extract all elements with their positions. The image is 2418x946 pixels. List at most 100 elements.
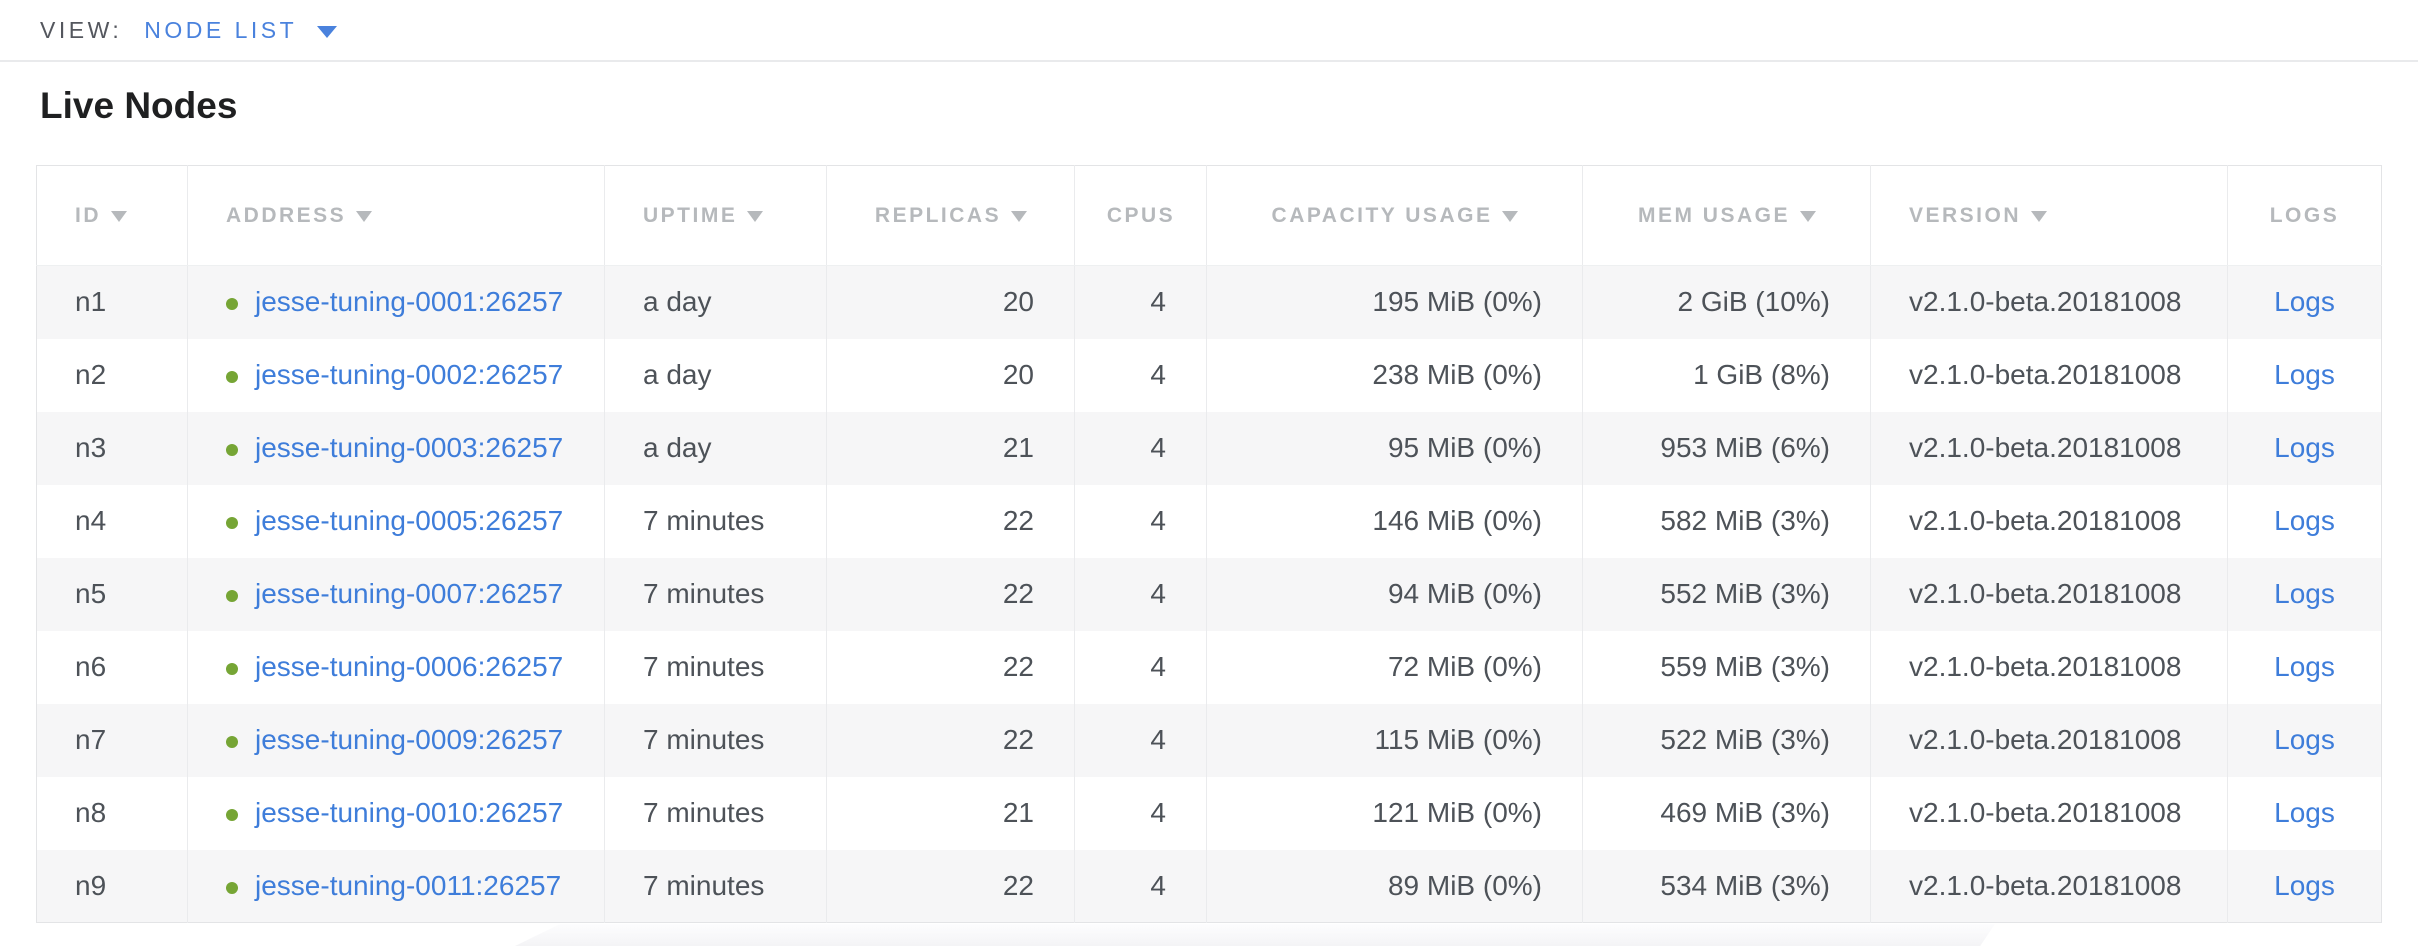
cell-logs: Logs [2227, 849, 2382, 923]
cell-mem: 953 MiB (6%) [1582, 411, 1871, 485]
node-address-link[interactable]: jesse-tuning-0001:26257 [255, 286, 564, 318]
node-address-link[interactable]: jesse-tuning-0007:26257 [255, 578, 564, 609]
logs-link[interactable]: Logs [2274, 869, 2335, 901]
cell-cpus: 4 [1074, 484, 1207, 558]
node-address-link[interactable]: jesse-tuning-0009:26257 [255, 724, 564, 755]
cell-address: jesse-tuning-0006:26257 [187, 630, 605, 704]
view-selector-dropdown[interactable]: NODE LIST [144, 16, 338, 44]
cell-replicas: 22 [826, 703, 1075, 777]
live-status-dot [226, 736, 238, 748]
sort-desc-icon [2031, 210, 2048, 222]
next-section-shadow [515, 924, 1995, 946]
node-row-n2: n2 jesse-tuning-0002:26257 a day 20 4 238 MiB… [37, 338, 2382, 412]
logs-link[interactable]: Logs [2274, 432, 2335, 463]
cell-mem: 2 GiB (10%) [1582, 265, 1871, 339]
view-selected-value: NODE LIST [144, 16, 298, 43]
column-header-mem[interactable]: MEM USAGE [1582, 165, 1871, 266]
node-row-n6: n6 jesse-tuning-0006:26257 7 minutes 22 4 72 … [37, 630, 2382, 704]
live-status-dot [226, 809, 238, 821]
chevron-down-icon [317, 25, 338, 38]
cell-cpus: 4 [1074, 557, 1207, 631]
cell-replicas: 20 [826, 265, 1075, 339]
header-row: ID ADDRESS UPTIME REPLICAS CPUS CAPACITY USAG… [36, 165, 2382, 266]
cell-uptime: a day [604, 265, 827, 339]
node-row-n5: n5 jesse-tuning-0007:26257 7 minutes 22 4 94 … [36, 557, 2382, 631]
cell-address: jesse-tuning-0009:26257 [187, 703, 605, 777]
cell-mem: 469 MiB (3%) [1582, 776, 1871, 850]
column-header-logs: LOGS [2227, 165, 2382, 266]
cell-cpus: 4 [1074, 265, 1207, 339]
cell-logs: Logs [2227, 484, 2382, 558]
cell-mem: 582 MiB (3%) [1582, 484, 1871, 558]
live-status-dot [226, 590, 238, 602]
column-header-label: REPLICAS [874, 203, 1002, 227]
column-header-label: CAPACITY USAGE [1271, 203, 1493, 227]
node-address-link[interactable]: jesse-tuning-0005:26257 [255, 505, 564, 536]
cell-replicas: 20 [826, 338, 1075, 412]
column-header-id[interactable]: ID [36, 165, 188, 266]
column-header-label: UPTIME [643, 203, 738, 227]
node-address-link[interactable]: jesse-tuning-0010:26257 [255, 797, 564, 828]
cell-cpus: 4 [1074, 411, 1207, 485]
cell-cpus: 4 [1074, 630, 1207, 704]
node-address-link[interactable]: jesse-tuning-0002:26257 [255, 359, 564, 390]
cell-version: v2.1.0-beta.20181008 [1870, 776, 2228, 850]
cell-replicas: 22 [826, 849, 1075, 923]
cell-id: n8 [75, 797, 107, 828]
cell-id: n5 [75, 578, 107, 609]
cell-version: v2.1.0-beta.20181008 [1870, 338, 2228, 412]
cell-mem: 552 MiB (3%) [1582, 557, 1871, 631]
logs-link[interactable]: Logs [2274, 797, 2335, 828]
cell-replicas: 22 [826, 630, 1075, 704]
cell-address: jesse-tuning-0002:26257 [187, 338, 605, 412]
cell-cpus: 4 [1074, 338, 1207, 412]
cell-version: v2.1.0-beta.20181008 [1870, 849, 2228, 923]
column-header-uptime[interactable]: UPTIME [604, 165, 827, 266]
cell-mem: 534 MiB (3%) [1582, 849, 1871, 923]
cell-cpus: 4 [1074, 703, 1207, 777]
column-header-address[interactable]: ADDRESS [187, 165, 605, 266]
cell-capacity: 146 MiB (0%) [1206, 484, 1583, 558]
logs-link[interactable]: Logs [2274, 286, 2335, 318]
node-row-n4: n4 jesse-tuning-0005:26257 7 minutes 22 4 146… [37, 484, 2382, 558]
cell-mem: 522 MiB (3%) [1582, 703, 1871, 777]
node-row-n8: n8 jesse-tuning-0010:26257 7 minutes 21 4 121… [37, 776, 2382, 850]
cell-address: jesse-tuning-0005:26257 [187, 484, 605, 558]
cell-address: jesse-tuning-0001:26257 [187, 265, 605, 339]
node-address-link[interactable]: jesse-tuning-0003:26257 [255, 432, 564, 463]
cell-replicas: 22 [826, 484, 1075, 558]
column-header-version[interactable]: VERSION [1870, 165, 2228, 266]
cell-id: n9 [75, 869, 107, 901]
cell-id: n4 [75, 505, 107, 536]
cell-capacity: 115 MiB (0%) [1206, 703, 1583, 777]
column-header-replicas[interactable]: REPLICAS [826, 165, 1075, 266]
sort-desc-icon [356, 210, 373, 222]
cell-uptime: a day [604, 411, 827, 485]
live-status-dot [226, 444, 238, 456]
logs-link[interactable]: Logs [2274, 359, 2335, 390]
cell-capacity: 89 MiB (0%) [1206, 849, 1583, 923]
node-address-link[interactable]: jesse-tuning-0011:26257 [255, 869, 562, 901]
sort-desc-icon [747, 210, 764, 222]
logs-link[interactable]: Logs [2274, 724, 2335, 755]
cell-uptime: 7 minutes [604, 703, 827, 777]
column-header-label: MEM USAGE [1637, 203, 1790, 227]
live-status-dot [226, 371, 238, 383]
column-header-label: ADDRESS [226, 203, 347, 227]
view-label: VIEW: [40, 16, 123, 43]
table-header: ID ADDRESS UPTIME REPLICAS CPUS CAPACITY USAG… [36, 165, 2382, 266]
cell-logs: Logs [2227, 265, 2382, 339]
cell-logs: Logs [2227, 557, 2382, 631]
cell-version: v2.1.0-beta.20181008 [1870, 411, 2228, 485]
column-header-capacity[interactable]: CAPACITY USAGE [1206, 165, 1583, 266]
cell-uptime: 7 minutes [604, 849, 827, 923]
cell-id: n7 [75, 724, 107, 755]
logs-link[interactable]: Logs [2274, 578, 2335, 609]
cell-id: n3 [75, 432, 107, 463]
node-address-link[interactable]: jesse-tuning-0006:26257 [255, 651, 564, 682]
cell-replicas: 21 [826, 776, 1075, 850]
logs-link[interactable]: Logs [2274, 505, 2335, 536]
cell-cpus: 4 [1074, 849, 1207, 923]
logs-link[interactable]: Logs [2274, 651, 2335, 682]
cell-capacity: 95 MiB (0%) [1206, 411, 1583, 485]
